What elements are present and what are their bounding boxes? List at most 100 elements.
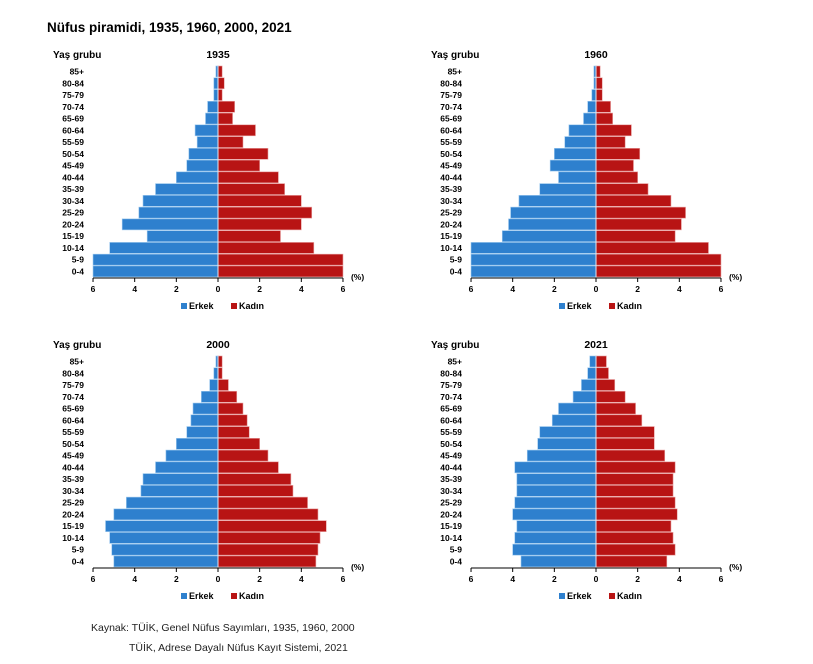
- bar-male-45-49: [549, 159, 597, 172]
- bar-female-25-29: [217, 496, 308, 509]
- x-tick-label: 4: [510, 574, 515, 584]
- bar-female-60-64: [595, 124, 632, 137]
- bar-female-85+: [595, 355, 607, 368]
- bar-male-80-84: [587, 367, 597, 380]
- bar-female-40-44: [217, 171, 279, 184]
- legend-swatch-male: [559, 303, 565, 309]
- x-tick-label: 0: [594, 284, 599, 294]
- x-tick-label: 2: [552, 284, 557, 294]
- bar-female-70-74: [217, 390, 238, 403]
- bar-male-0-4: [470, 265, 597, 278]
- bar-female-25-29: [217, 206, 313, 219]
- bar-female-15-19: [217, 520, 327, 532]
- age-group-label: 85+: [70, 67, 84, 77]
- pyramid-chart-2021: Yaş grubu 2021 85+ 80-84 75-79 70-74 65-69 60-6…: [418, 335, 798, 615]
- x-tick-label: 6: [469, 574, 474, 584]
- age-group-label: 10-14: [440, 243, 462, 253]
- bar-male-55-59: [186, 426, 219, 438]
- bar-female-50-54: [217, 148, 269, 160]
- legend-label-female: Kadın: [617, 591, 642, 601]
- bar-male-30-34: [516, 485, 597, 497]
- x-tick-label: 4: [299, 284, 304, 294]
- legend-swatch-male: [181, 303, 187, 309]
- x-tick-label: 0: [216, 574, 221, 584]
- legend-label-female: Kadın: [239, 301, 264, 311]
- bar-female-65-69: [595, 402, 636, 415]
- bar-female-10-14: [595, 532, 674, 544]
- bar-female-85+: [217, 355, 223, 368]
- legend-label-male: Erkek: [567, 591, 593, 601]
- chart-title: 1935: [206, 49, 230, 61]
- bar-male-20-24: [113, 508, 219, 521]
- x-tick-label: 4: [677, 284, 682, 294]
- bar-female-45-49: [595, 159, 634, 172]
- age-group-label: 60-64: [62, 415, 84, 425]
- chart-title: 1960: [584, 49, 608, 61]
- bar-female-55-59: [595, 426, 655, 438]
- bar-female-20-24: [595, 508, 678, 521]
- bar-male-50-54: [188, 148, 219, 160]
- age-group-label: 30-34: [62, 196, 84, 206]
- age-group-label: 75-79: [440, 380, 462, 390]
- age-group-label: 60-64: [440, 125, 462, 135]
- pyramid-chart-2000: Yaş grubu 2000 85+ 80-84 75-79 70-74 65-69 60-6…: [40, 335, 420, 615]
- age-group-label: 40-44: [440, 172, 462, 182]
- x-tick-label: 2: [635, 574, 640, 584]
- age-group-label: 35-39: [62, 474, 84, 484]
- bar-male-25-29: [510, 206, 597, 219]
- age-axis-title: Yaş grubu: [53, 340, 101, 351]
- x-tick-label: 6: [91, 284, 96, 294]
- bar-female-15-19: [595, 520, 672, 532]
- bar-male-5-9: [512, 543, 597, 556]
- age-group-label: 30-34: [440, 196, 462, 206]
- age-group-label: 20-24: [62, 219, 84, 229]
- age-group-label: 45-49: [440, 161, 462, 171]
- bar-male-25-29: [138, 206, 219, 219]
- bar-female-0-4: [595, 555, 668, 568]
- bar-male-70-74: [207, 100, 219, 113]
- pyramid-svg: Yaş grubu 2000 85+80-84 75-79 70-74 65-6960-6…: [53, 339, 364, 601]
- bar-male-60-64: [194, 124, 219, 137]
- age-group-label: 80-84: [440, 368, 462, 378]
- pyramid-svg: Yaş grubu 1935 85+80-84 75-79 70-74 65-6960-6…: [53, 49, 364, 311]
- bar-male-65-69: [558, 402, 597, 415]
- bar-male-5-9: [111, 543, 219, 556]
- bar-female-35-39: [595, 183, 649, 195]
- bar-female-70-74: [595, 100, 611, 113]
- bar-male-70-74: [587, 100, 597, 113]
- age-group-label: 30-34: [62, 486, 84, 496]
- bar-female-5-9: [217, 253, 344, 266]
- bar-female-80-84: [595, 367, 609, 380]
- age-group-label: 55-59: [62, 427, 84, 437]
- bar-female-80-84: [595, 77, 603, 90]
- bar-female-30-34: [217, 485, 294, 497]
- bar-male-25-29: [126, 496, 219, 509]
- age-group-label: 50-54: [62, 149, 84, 159]
- bar-male-20-24: [121, 218, 219, 231]
- age-group-label: 70-74: [62, 102, 84, 112]
- bar-female-30-34: [595, 485, 674, 497]
- x-axis-unit-label: (%): [351, 562, 364, 572]
- pyramid-svg: Yaş grubu 2021 85+80-84 75-79 70-74 65-6960-6…: [431, 339, 742, 601]
- x-tick-label: 6: [469, 284, 474, 294]
- bar-female-0-4: [217, 265, 344, 278]
- age-group-label: 45-49: [62, 451, 84, 461]
- bar-male-10-14: [109, 532, 219, 544]
- age-group-label: 55-59: [62, 137, 84, 147]
- bar-female-5-9: [595, 253, 722, 266]
- bar-male-10-14: [514, 532, 597, 544]
- age-group-label: 20-24: [62, 509, 84, 519]
- bar-male-20-24: [512, 508, 597, 521]
- bar-male-65-69: [205, 112, 219, 125]
- age-group-label: 55-59: [440, 137, 462, 147]
- bar-female-75-79: [217, 89, 223, 101]
- x-axis-unit-label: (%): [729, 272, 742, 282]
- age-group-label: 55-59: [440, 427, 462, 437]
- age-group-label: 5-9: [450, 255, 463, 265]
- age-group-label: 20-24: [440, 219, 462, 229]
- age-group-label: 60-64: [440, 415, 462, 425]
- source-line-2: TÜİK, Adrese Dayalı Nüfus Kayıt Sistemi,…: [129, 642, 348, 654]
- age-group-label: 0-4: [450, 266, 463, 276]
- bar-female-70-74: [217, 100, 235, 113]
- age-group-label: 75-79: [62, 380, 84, 390]
